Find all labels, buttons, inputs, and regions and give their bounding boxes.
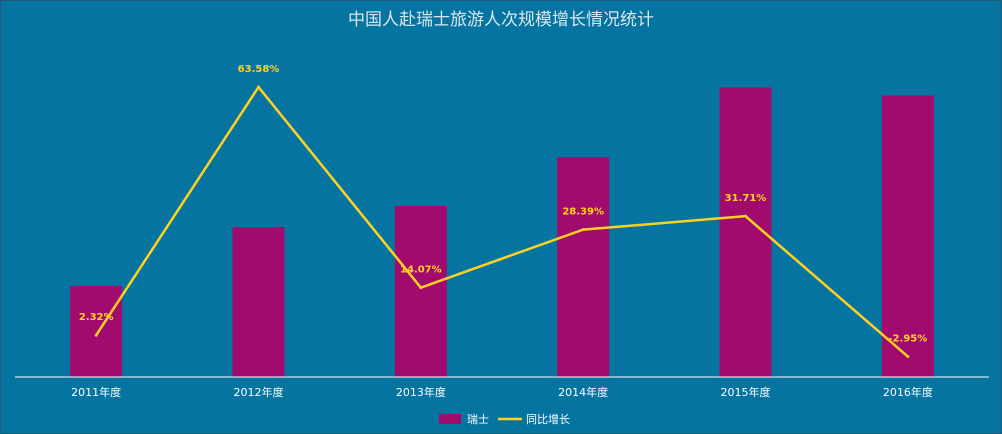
x-tick-label: 2013年度 — [396, 385, 446, 399]
growth-point — [419, 286, 423, 290]
bar-2016年度 — [881, 95, 934, 378]
line-series-group — [94, 84, 910, 359]
legend-swatch-bar — [439, 414, 461, 424]
legend-label-line: 同比增长 — [526, 412, 570, 426]
bar-2012年度 — [232, 227, 285, 377]
growth-point — [257, 85, 260, 89]
growth-point — [94, 333, 98, 337]
x-tick-label: 2011年度 — [71, 385, 121, 399]
growth-data-label: -2.95% — [888, 334, 927, 345]
bar-2011年度 — [70, 285, 123, 377]
x-tick-label: 2012年度 — [234, 385, 284, 399]
x-tick-label: 2015年度 — [721, 385, 771, 399]
growth-line — [95, 84, 909, 358]
growth-point — [906, 355, 910, 359]
legend-label-bar: 瑞士 — [467, 412, 489, 426]
growth-data-label: 63.58% — [238, 64, 280, 75]
x-tick-labels: 2011年度 2012年度 2013年度 2014年度 2015年度 2016年度 — [71, 385, 933, 399]
bar-2014年度 — [557, 157, 610, 377]
x-tick-label: 2016年度 — [883, 385, 933, 399]
growth-point — [581, 228, 585, 232]
growth-data-label: 31.71% — [725, 193, 767, 204]
chart-title: 中国人赴瑞士旅游人次规模增长情况统计 — [348, 10, 654, 30]
bar-2013年度 — [394, 205, 447, 377]
growth-data-label: 2.32% — [79, 312, 114, 323]
growth-data-label: 14.07% — [400, 265, 442, 276]
line-data-labels: 2.32% 63.58% 14.07% 28.39% 31.71% -2.95% — [79, 64, 927, 344]
growth-data-label: 28.39% — [562, 207, 604, 218]
x-tick-label: 2014年度 — [558, 385, 608, 399]
bar-series-group — [70, 87, 934, 378]
legend: 瑞士 同比增长 — [439, 412, 570, 426]
growth-point — [744, 214, 747, 218]
